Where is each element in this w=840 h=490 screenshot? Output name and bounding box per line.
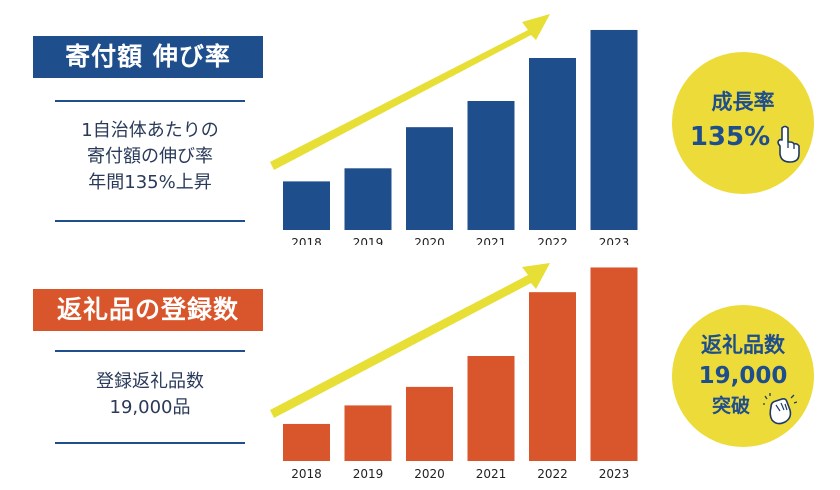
bar-2019 [344,405,392,461]
x-tick-label: 2018 [291,467,322,481]
x-tick-label: 2023 [599,467,630,481]
x-tick-label: 2019 [353,467,384,481]
description-line: 年間135%上昇 [88,172,212,193]
x-tick-label: 2021 [476,236,507,245]
bar-2020 [406,127,453,230]
return-gift-panel: 返礼品の登録数 登録返礼品数 19,000品 2018 2019 2020 2021 2… [0,245,840,490]
bar-2018 [283,181,330,230]
badge-label: 返礼品数 [701,333,785,357]
badge-suffix: 突破 [711,395,750,417]
growth-rate-panel: 寄付額 伸び率 1自治体あたりの 寄付額の伸び率 年間135%上昇 2018 20… [33,14,814,245]
bar-2018 [283,423,330,461]
bar-2020 [406,386,453,461]
x-tick-label: 2019 [353,236,384,245]
x-tick-label: 2022 [537,467,568,481]
description-line: 1自治体あたりの [81,120,219,141]
badge-label: 成長率 [711,90,775,114]
return-gift-title: 返礼品の登録数 [33,289,263,331]
divider-top [55,350,245,352]
badge-value: 135% [689,122,771,152]
divider-top [55,100,245,102]
growth-rate-badge: 成長率 135% [672,52,814,194]
bar-2023 [590,29,638,230]
bar-2023 [590,267,638,461]
bar-2019 [344,168,392,230]
x-tick-label: 2020 [414,467,445,481]
x-tick-label: 2021 [476,467,507,481]
growth-arrow-icon [270,263,550,418]
return-gift-count-chart: 2018 2019 2020 2021 2022 2023 [270,263,638,481]
return-gift-description: 登録返礼品数 19,000品 [40,369,260,421]
divider-bottom [55,442,245,444]
x-tick-label: 2020 [414,236,445,245]
bar-2021 [467,101,515,230]
x-tick-label: 2023 [599,236,630,245]
x-tick-label: 2018 [291,236,322,245]
badge-value: 19,000 [698,363,788,389]
description-line: 寄付額の伸び率 [87,146,213,167]
bar-2022 [529,292,576,461]
growth-rate-description: 1自治体あたりの 寄付額の伸び率 年間135%上昇 [40,118,260,196]
clapping-hand-icon [763,393,797,425]
pointing-hand-icon [777,125,800,163]
divider-bottom [55,220,245,222]
bar-2021 [467,356,515,461]
bar-2022 [529,58,576,230]
description-line: 登録返礼品数 [96,371,204,392]
growth-arrow-icon [270,14,550,170]
donation-growth-chart: 2018 2019 2020 2021 2022 2023 [270,14,638,245]
description-line: 19,000品 [109,397,191,418]
growth-rate-title: 寄付額 伸び率 [33,36,263,78]
return-gift-badge: 返礼品数 19,000 突破 [672,305,814,447]
x-tick-label: 2022 [537,236,568,245]
